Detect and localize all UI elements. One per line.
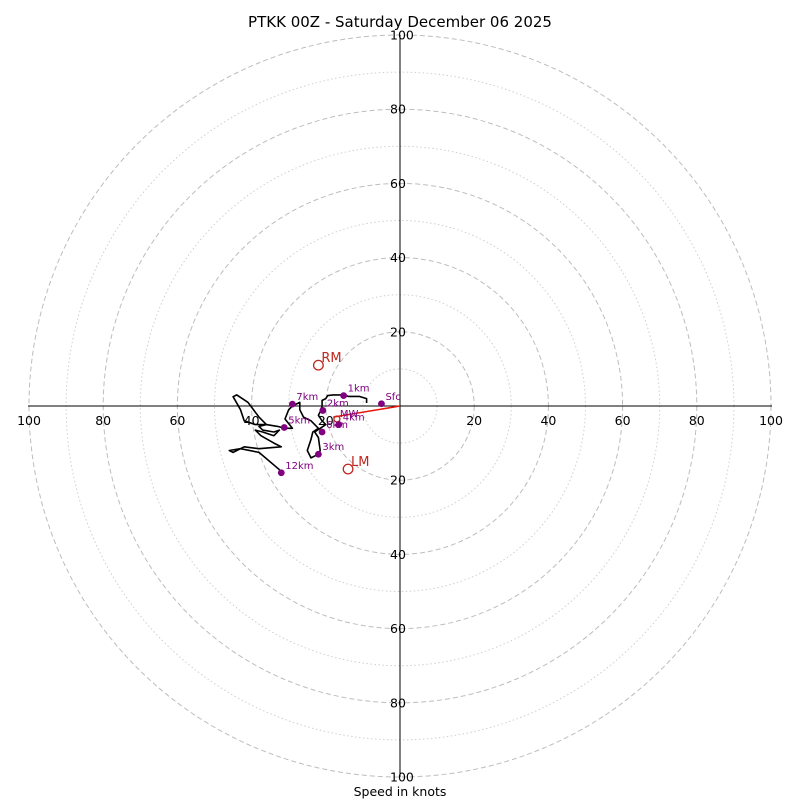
y-tick-label: 80: [390, 102, 406, 117]
storm-motion-label-lm: LM: [351, 455, 369, 470]
height-point-5km: [280, 424, 288, 431]
height-label-12km: 12km: [285, 461, 313, 472]
height-point-1km: [340, 392, 348, 400]
x-tick-label: 20: [466, 413, 482, 428]
x-axis-label: Speed in knots: [354, 784, 447, 799]
height-point-6km: [318, 428, 326, 436]
shear-vector: [333, 405, 401, 418]
y-tick-label: 20: [390, 324, 406, 339]
height-point-7km: [289, 400, 296, 408]
mean-wind-label: MW: [340, 409, 359, 420]
height-point-2km: [319, 407, 327, 414]
height-point-12km: [277, 469, 285, 477]
height-label-2km: 2km: [327, 398, 349, 409]
height-point-sfc: [378, 400, 385, 408]
x-tick-label: 40: [540, 413, 556, 428]
height-label-7km: 7km: [296, 392, 318, 403]
y-tick-label: 100: [390, 28, 414, 43]
x-tick-label: 80: [95, 413, 111, 428]
height-label-3km: 3km: [322, 442, 344, 453]
y-tick-label: 100: [390, 770, 414, 785]
storm-motion-lm: [342, 463, 354, 475]
storm-motion-label-rm: RM: [321, 351, 341, 366]
height-label-5km: 5km: [288, 416, 310, 427]
storm-motion-layer: RM LM: [312, 351, 370, 475]
y-tick-labels: 100 80 60 40 20 20 40 60 80 100: [390, 28, 414, 785]
height-label-6km: 6km: [326, 420, 348, 431]
height-label-sfc: Sfc: [385, 392, 400, 403]
y-tick-label: 20: [390, 473, 406, 488]
x-tick-label: 60: [169, 413, 185, 428]
x-tick-labels: 100 80 60 40 20 20 40 60 80 100: [17, 413, 783, 428]
x-tick-label: 80: [689, 413, 705, 428]
y-tick-label: 40: [390, 250, 406, 265]
height-label-1km: 1km: [348, 384, 370, 395]
x-tick-label: 20: [318, 413, 334, 428]
storm-motion-rm: [312, 359, 324, 371]
y-tick-label: 60: [390, 621, 406, 636]
x-tick-label: 100: [759, 413, 783, 428]
chart-title: PTKK 00Z - Saturday December 06 2025: [248, 13, 552, 31]
y-tick-label: 40: [390, 547, 406, 562]
height-points-layer: Sfc 1km 2km 3km 4km 5km 6km 7km 12km: [277, 384, 401, 477]
y-tick-label: 80: [390, 695, 406, 710]
height-label-4km: 4km: [343, 413, 365, 424]
x-tick-label: 60: [615, 413, 631, 428]
height-point-3km: [314, 450, 322, 458]
height-point-4km: [335, 421, 343, 428]
y-tick-label: 60: [390, 176, 406, 191]
x-tick-label: 100: [17, 413, 41, 428]
